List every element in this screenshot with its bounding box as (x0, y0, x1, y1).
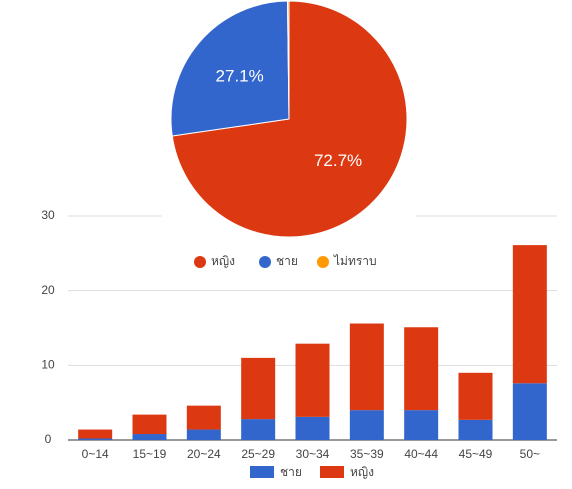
x-tick-label: 20~24 (187, 447, 221, 461)
legend-marker (194, 256, 206, 268)
bar-segment (186, 429, 221, 440)
legend-swatch (320, 466, 344, 478)
legend-marker (317, 256, 329, 268)
pie-slice (171, 0, 408, 238)
y-tick-label: 20 (41, 283, 55, 297)
bar-segment (404, 327, 439, 411)
y-tick-label: 0 (45, 432, 52, 446)
bar-segment (295, 416, 330, 440)
bar-segment (458, 372, 493, 420)
x-tick-label: 35~39 (350, 447, 384, 461)
bar-segment (349, 410, 384, 440)
x-tick-label: 0~14 (82, 447, 109, 461)
x-tick-label: 40~44 (404, 447, 438, 461)
bar-segment (78, 429, 113, 439)
bar-segment (132, 414, 167, 435)
x-tick-label: 50~ (520, 447, 540, 461)
pie-slice (287, 0, 290, 120)
bar-segment (349, 323, 384, 411)
bar-segment (295, 343, 330, 417)
legend-label: หญิง (350, 465, 374, 479)
legend-label: ไม่ทราบ (333, 254, 377, 268)
y-tick-label: 30 (41, 208, 55, 222)
slice-label: 72.7% (314, 151, 362, 170)
bar-segment (404, 410, 439, 440)
x-tick-label: 25~29 (241, 447, 275, 461)
bar-segment (241, 419, 276, 440)
x-tick-label: 30~34 (296, 447, 330, 461)
x-tick-label: 15~19 (133, 447, 167, 461)
legend-label: หญิง (211, 254, 235, 268)
bar-segment (512, 245, 547, 384)
bar-segment (186, 405, 221, 430)
legend-label: ชาย (276, 254, 298, 268)
legend-label: ชาย (280, 465, 302, 479)
legend-swatch (250, 466, 274, 478)
bar-segment (132, 434, 167, 440)
legend-marker (259, 256, 271, 268)
bar-segment (241, 357, 276, 420)
bar-segment (78, 438, 113, 440)
bar-segment (458, 419, 493, 440)
pie-slice (170, 0, 290, 137)
y-tick-label: 10 (41, 358, 55, 372)
slice-label: 27.1% (216, 66, 264, 85)
x-tick-label: 45~49 (459, 447, 493, 461)
bar-segment (512, 383, 547, 440)
